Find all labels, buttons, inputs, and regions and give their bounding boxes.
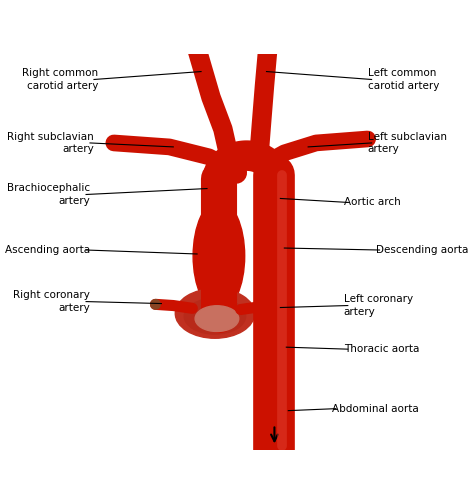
Text: Right subclavian
artery: Right subclavian artery	[7, 132, 94, 154]
Text: Right common
carotid artery: Right common carotid artery	[22, 68, 98, 91]
Text: Descending aorta: Descending aorta	[375, 245, 468, 255]
Text: Aortic arch: Aortic arch	[344, 198, 401, 208]
Text: Abdominal aorta: Abdominal aorta	[332, 404, 419, 414]
Text: Left coronary
artery: Left coronary artery	[344, 294, 413, 317]
Text: Left subclavian
artery: Left subclavian artery	[368, 132, 447, 154]
Ellipse shape	[195, 306, 239, 332]
Text: Ascending aorta: Ascending aorta	[5, 245, 90, 255]
Ellipse shape	[175, 289, 255, 338]
Ellipse shape	[212, 212, 234, 292]
Text: Right coronary
artery: Right coronary artery	[13, 290, 90, 313]
Text: Thoracic aorta: Thoracic aorta	[344, 344, 419, 354]
Circle shape	[151, 299, 160, 309]
Text: Brachiocephalic
artery: Brachiocephalic artery	[7, 183, 90, 206]
Ellipse shape	[184, 298, 246, 334]
Ellipse shape	[193, 201, 245, 311]
Text: Left common
carotid artery: Left common carotid artery	[368, 68, 439, 91]
